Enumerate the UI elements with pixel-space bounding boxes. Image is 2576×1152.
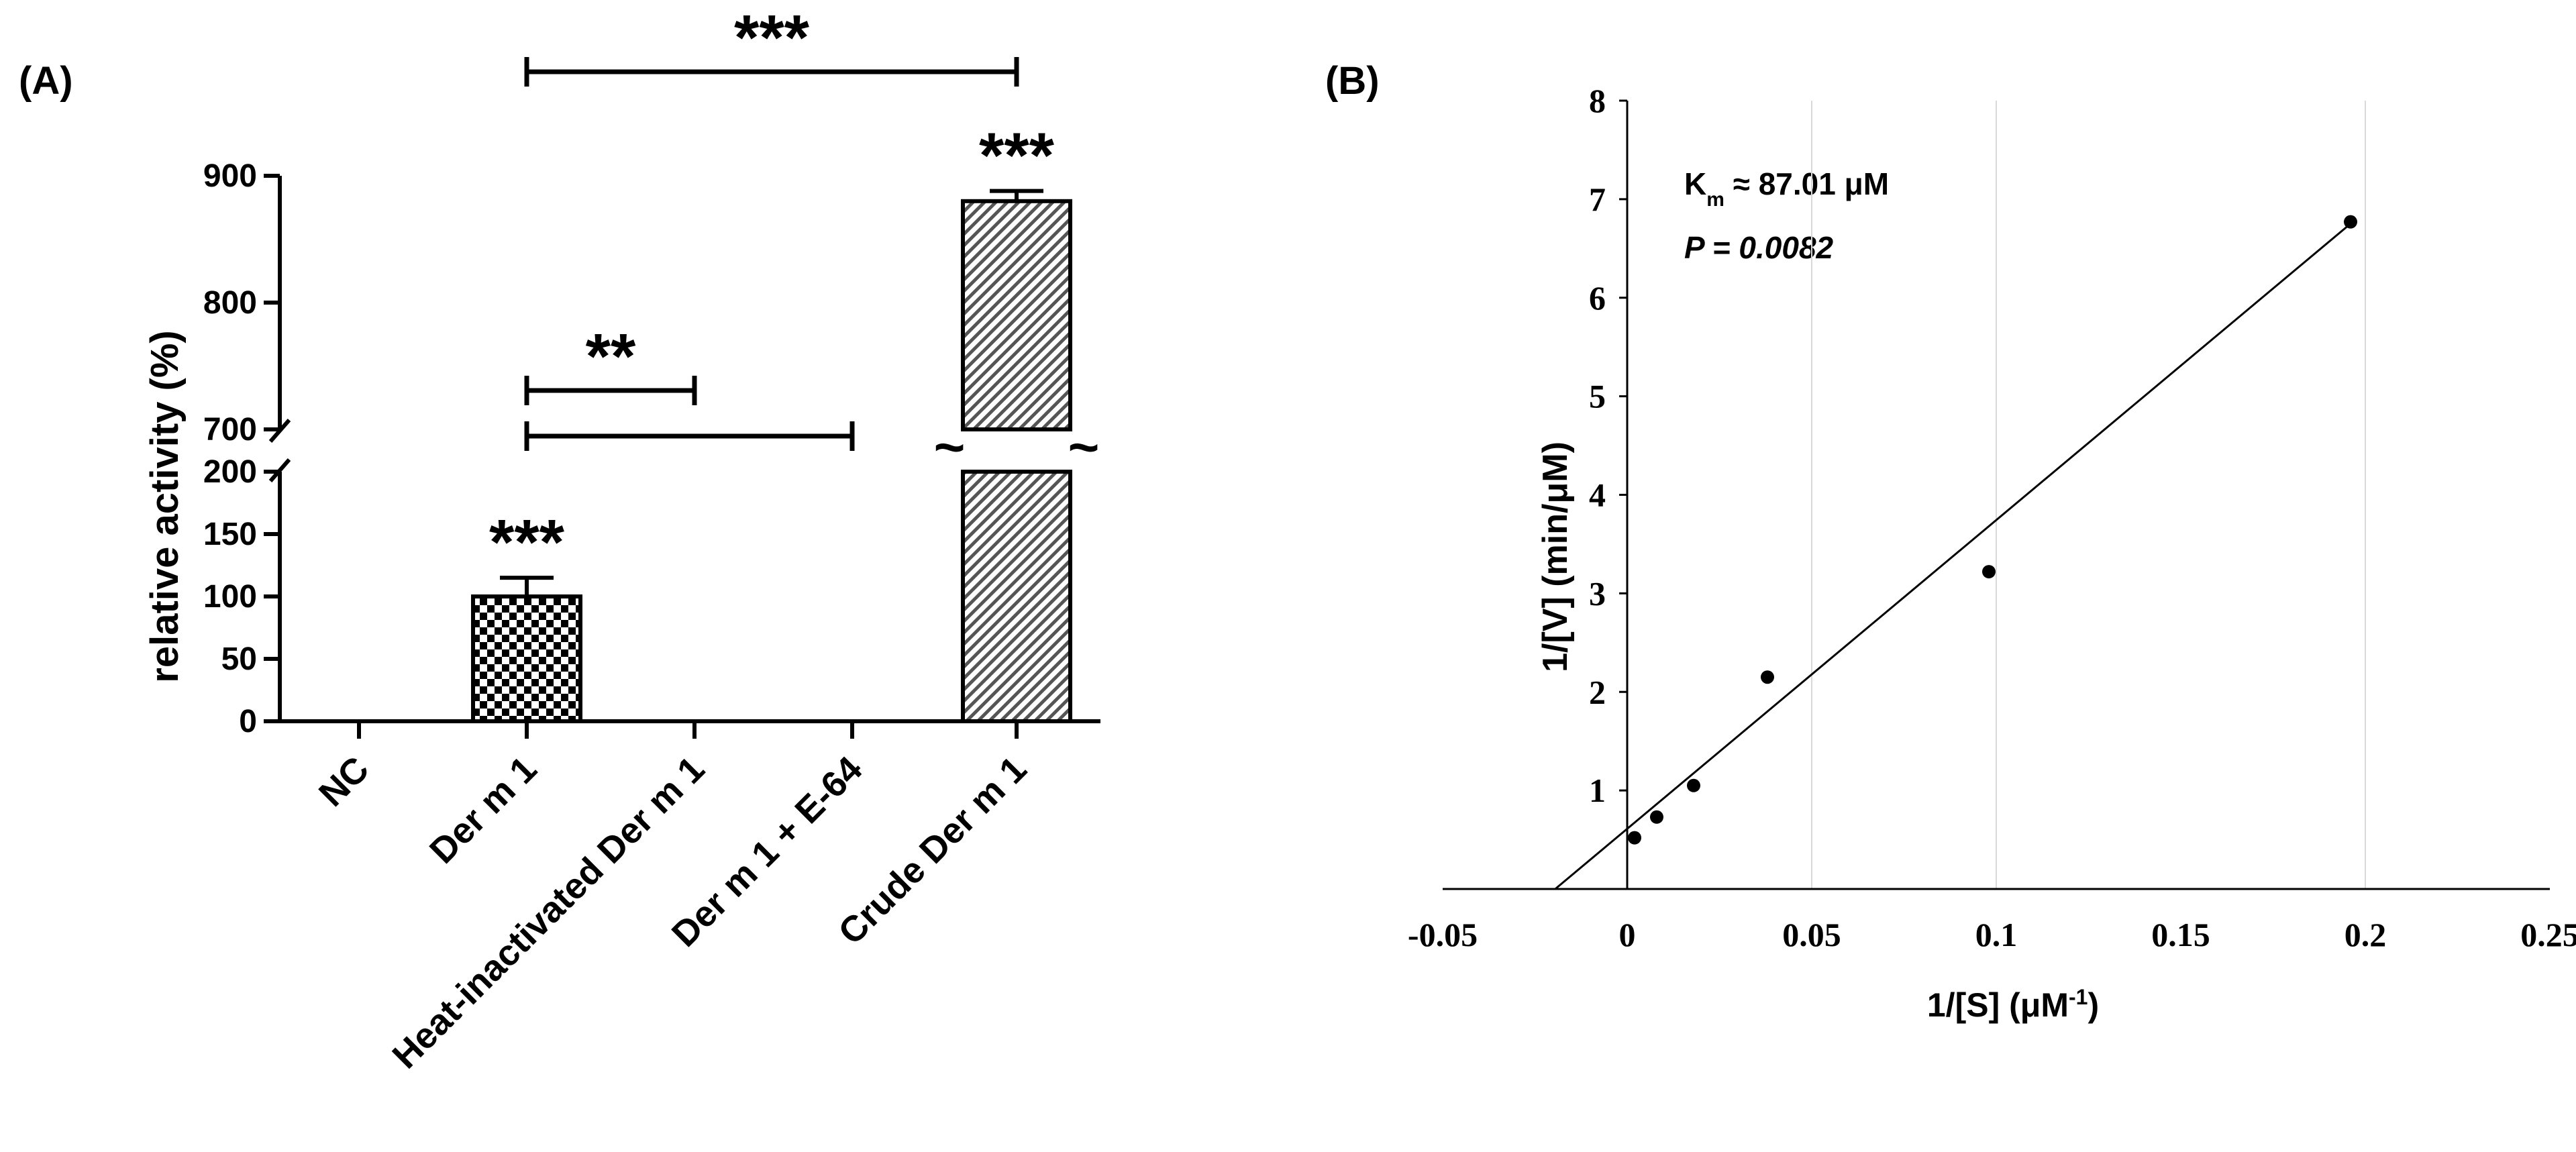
y-tick-label: 7 <box>1589 180 1606 218</box>
bar-break-gap <box>943 432 1090 469</box>
y-tick-label: 4 <box>1589 476 1606 514</box>
panel-a-axes: 0 50 100 150 200 700 800 900 <box>203 158 1100 739</box>
x-tick-label: 0.2 <box>2345 916 2387 953</box>
y-tick-label: 50 <box>221 641 257 677</box>
panel-b-y-axis-label: 1/[V] (min/μM) <box>1536 441 1575 672</box>
y-tick-label: 0 <box>239 704 257 739</box>
category-label: Heat-inactivated Der m 1 <box>384 749 712 1076</box>
panel-b-gridlines <box>1811 101 2366 889</box>
data-point <box>1982 565 1996 579</box>
data-point <box>1628 831 1641 845</box>
panel-a-bar-chart: (A) relative activity (%) 0 50 100 150 200 70… <box>19 2 1100 1076</box>
y-tick-label: 3 <box>1589 574 1606 612</box>
panel-a-y-axis-label: relative activity (%) <box>143 330 187 682</box>
x-tick-label: 0.15 <box>2151 916 2210 953</box>
data-point <box>1650 810 1663 824</box>
panel-a-label: (A) <box>19 59 73 103</box>
bar <box>471 594 582 723</box>
significance-stars: *** <box>979 120 1055 192</box>
y-tick-label: 2 <box>1589 673 1606 711</box>
category-label: NC <box>311 749 377 815</box>
data-point <box>1761 670 1774 684</box>
break-symbol: ~ <box>934 417 966 477</box>
bar <box>961 470 1072 723</box>
regression-line <box>1554 225 2348 890</box>
panel-b-axes: -0.05 0 0.05 0.1 0.15 0.2 0.25 1 2 3 4 5 6 7 8 <box>1408 82 2576 953</box>
panel-b-x-axis-label: 1/[S] (μM-1) <box>1927 985 2099 1024</box>
data-point <box>1687 778 1700 792</box>
y-tick-label: 5 <box>1589 378 1606 415</box>
panel-b-label: (B) <box>1325 59 1380 103</box>
km-annotation: Km ≈ 87.01 μM <box>1684 166 1889 211</box>
significance-stars: *** <box>489 507 565 578</box>
y-tick-label: 6 <box>1589 279 1606 317</box>
panel-b-scatter-chart: (B) 1/[V] (min/μM) 1/[S] (μM-1) Km ≈ 87.… <box>1325 59 2576 1024</box>
x-tick-label: 0.05 <box>1782 916 1841 953</box>
y-tick-label: 150 <box>203 517 257 552</box>
y-tick-label: 1 <box>1589 772 1606 809</box>
break-symbol: ~ <box>1068 417 1100 477</box>
y-tick-label: 100 <box>203 579 257 615</box>
y-tick-label: 8 <box>1589 82 1606 119</box>
panel-b-marks <box>1554 215 2357 890</box>
panel-a-bars: *** ~ ~ *** <box>471 120 1100 723</box>
bar <box>961 199 1072 431</box>
y-tick-label: 200 <box>203 454 257 490</box>
y-tick-label: 700 <box>203 412 257 448</box>
x-tick-label: 0.1 <box>1975 916 2018 953</box>
comparison-stars: *** <box>734 2 810 74</box>
data-point <box>2344 215 2357 229</box>
category-label: Der m 1 <box>422 749 545 872</box>
x-tick-label: 0 <box>1619 916 1636 953</box>
panel-a-significance: ***** <box>524 2 1019 451</box>
y-tick-label: 900 <box>203 158 257 194</box>
comparison-stars: ** <box>586 321 636 392</box>
x-tick-label: 0.25 <box>2520 916 2576 953</box>
y-tick-label: 800 <box>203 285 257 321</box>
x-tick-label: -0.05 <box>1408 916 1478 953</box>
